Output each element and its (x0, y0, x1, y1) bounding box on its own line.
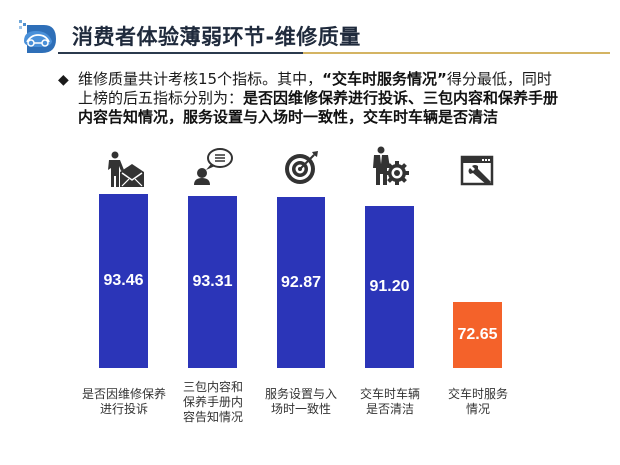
summary-line-3: 内容告知情况，服务设置与入场时一致性，交车时车辆是否清洁 (78, 108, 499, 126)
category-label: 交车时车辆 是否清洁 (340, 387, 440, 417)
bar-vehicle-clean: 91.20 (365, 206, 414, 368)
bar-value-label: 92.87 (280, 273, 322, 291)
category-label-line: 保养手册内 (182, 395, 243, 409)
bar-value-label: 91.20 (369, 278, 410, 295)
category-label-line: 情况 (465, 402, 490, 416)
chat-person-icon (193, 148, 233, 186)
car-logo-icon (18, 19, 58, 55)
window-wrench-icon (460, 155, 500, 193)
bar-delivery-service: 72.65 (453, 302, 502, 368)
diamond-bullet-icon: ◆ (58, 72, 69, 88)
summary-text-segment: 上榜的后五指标分别为： (78, 89, 244, 107)
summary-highlight: 是否因维修保养进行投诉、三包内容和保养手册 (243, 89, 559, 107)
category-label: 是否因维修保养 进行投诉 (74, 387, 174, 417)
category-label-line: 容告知情况 (182, 410, 243, 424)
bar-value-label: 72.65 (457, 326, 498, 343)
category-label-line: 交车时车辆 (359, 387, 420, 401)
bar-value-label: 93.31 (192, 273, 233, 290)
target-icon (282, 148, 322, 186)
category-label-line: 交车时服务 (447, 387, 508, 401)
summary-text-segment: 得分最低，同时 (446, 70, 552, 88)
worker-envelope-icon (104, 150, 144, 188)
category-label-line: 三包内容和 (182, 380, 243, 394)
category-label-line: 是否因维修保养 (81, 387, 166, 401)
summary-line-2: 上榜的后五指标分别为：是否因维修保养进行投诉、三包内容和保养手册 (78, 89, 558, 108)
category-label: 服务设置与入 场时一致性 (251, 387, 351, 417)
bar-warranty-info: 93.31 (188, 196, 237, 368)
bar-complaint: 93.46 (99, 194, 148, 368)
category-label-line: 服务设置与入 (264, 387, 337, 401)
category-label-line: 进行投诉 (99, 402, 148, 416)
title-underline-dark (58, 52, 303, 54)
summary-text-segment: 维修质量共计考核15个指标。其中， (78, 70, 323, 88)
businessman-gear-icon (370, 146, 410, 185)
page-title: 消费者体验薄弱环节-维修质量 (72, 25, 361, 49)
bar-value-label: 93.46 (103, 272, 144, 289)
category-label-line: 场时一致性 (270, 402, 331, 416)
summary-line-1: 维修质量共计考核15个指标。其中，“交车时服务情况”得分最低，同时 (78, 70, 552, 89)
bar-service-consistency: 92.87 (277, 197, 325, 368)
title-underline-gold (303, 52, 610, 54)
category-label-line: 是否清洁 (365, 402, 414, 416)
summary-highlight: “交车时服务情况” (322, 70, 447, 88)
category-label: 三包内容和 保养手册内 容告知情况 (163, 380, 263, 425)
category-label: 交车时服务 情况 (428, 387, 528, 417)
